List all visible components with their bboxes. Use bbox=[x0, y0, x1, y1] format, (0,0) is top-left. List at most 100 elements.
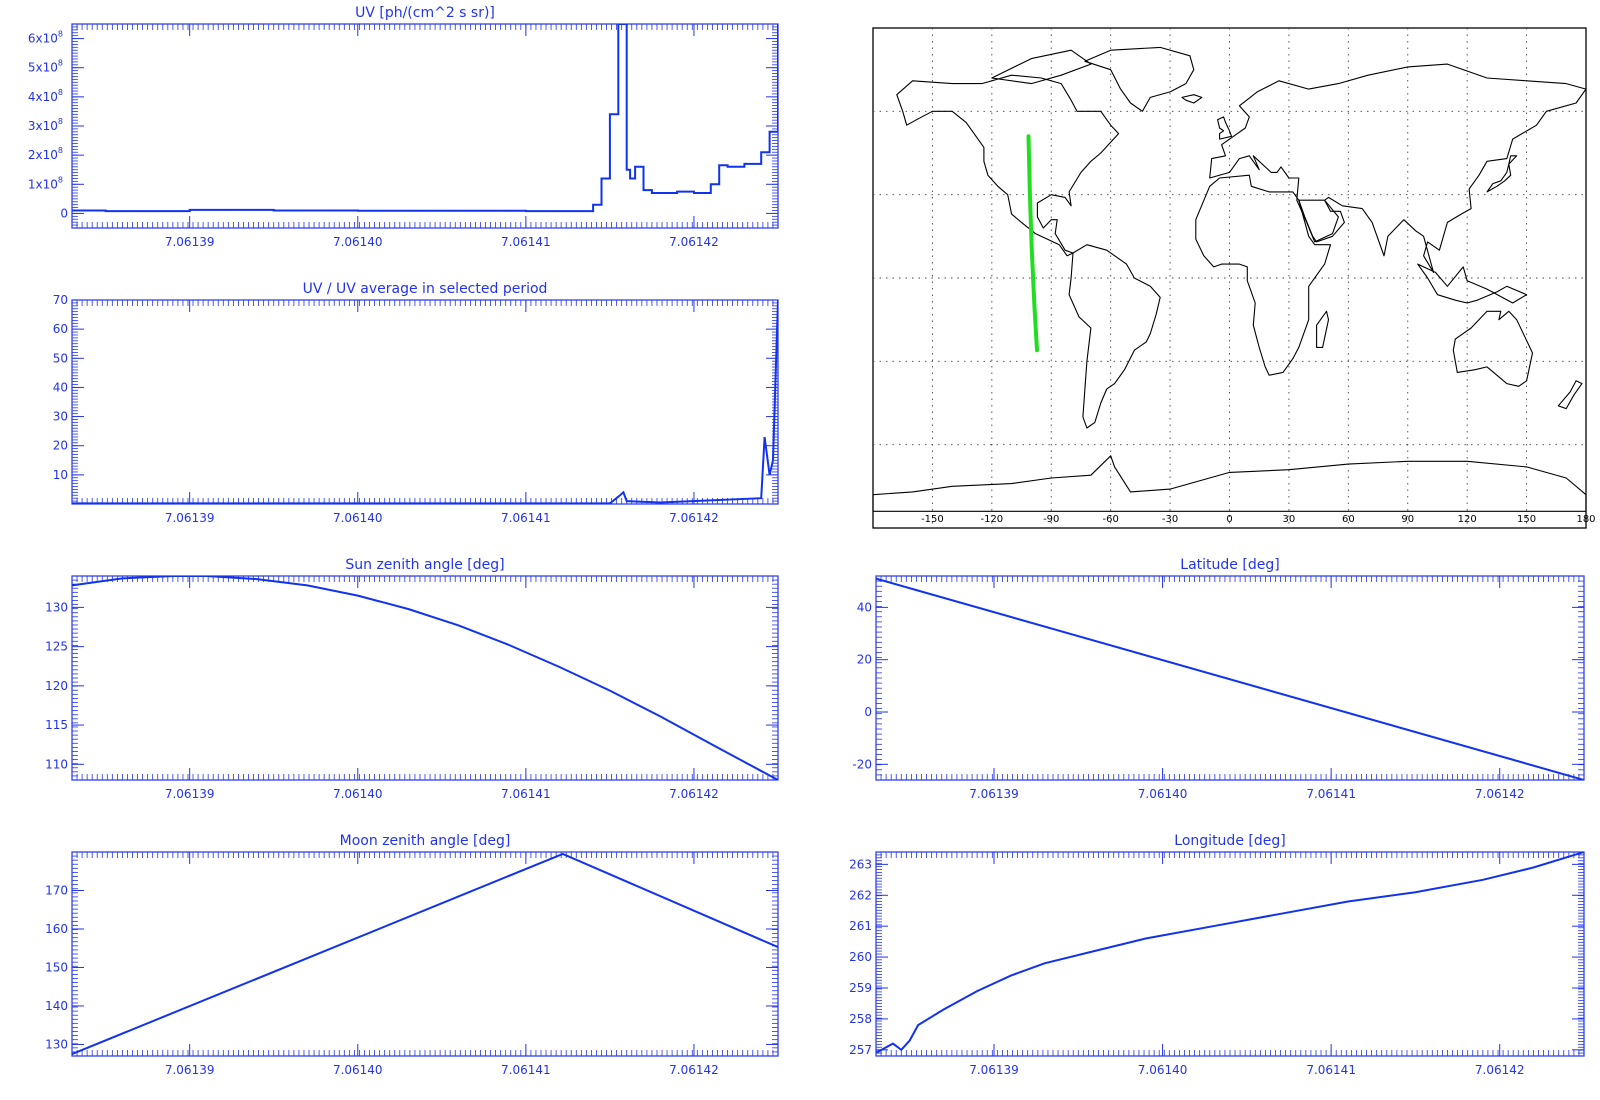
y-tick-exponent: 8 bbox=[58, 30, 63, 39]
satellite-track bbox=[1026, 134, 1039, 353]
map-grid bbox=[873, 28, 1586, 528]
y-tick-label: 0 bbox=[60, 206, 68, 220]
y-tick-label: 0 bbox=[864, 705, 872, 719]
map-lon-label: -120 bbox=[980, 514, 1003, 525]
y-tick-exponent: 8 bbox=[58, 146, 63, 155]
landmass-new-zealand bbox=[1557, 380, 1583, 410]
landmass-arctic-islands bbox=[991, 49, 1092, 85]
y-tick-label: 261 bbox=[849, 919, 872, 933]
chart-title: Sun zenith angle [deg] bbox=[345, 557, 504, 573]
series-line-uv_ratio bbox=[72, 300, 778, 504]
x-tick-label: 7.06139 bbox=[969, 787, 1019, 801]
map-lon-label: -150 bbox=[921, 514, 944, 525]
y-tick-label: 130 bbox=[45, 600, 68, 614]
map-lon-label: -60 bbox=[1102, 514, 1118, 525]
y-tick-label: 110 bbox=[45, 757, 68, 771]
y-tick-mantissa: 4x10 bbox=[28, 90, 58, 104]
plot-frame bbox=[71, 23, 779, 229]
chart-moon: Moon zenith angle [deg] 7.06139 7.06140 7.0… bbox=[45, 833, 779, 1077]
series-line-moon bbox=[72, 852, 778, 1056]
minor-ticks bbox=[72, 852, 778, 1056]
plot-frame bbox=[71, 575, 779, 781]
landmass-madagascar bbox=[1316, 310, 1330, 348]
landmass-australia bbox=[1452, 310, 1534, 387]
series-line-uv bbox=[72, 24, 778, 213]
x-tick-label: 7.06139 bbox=[165, 787, 215, 801]
y-tick-label: 6x108 bbox=[28, 30, 63, 46]
map-lon-label: 90 bbox=[1401, 514, 1414, 525]
x-tick-label: 7.06142 bbox=[1475, 787, 1525, 801]
y-tick-label: -20 bbox=[852, 757, 872, 771]
minor-ticks bbox=[876, 852, 1584, 1056]
y-tick-mantissa: 1x10 bbox=[28, 177, 58, 191]
y-tick-label: 130 bbox=[45, 1037, 68, 1051]
y-tick-label: 70 bbox=[53, 293, 68, 307]
y-tick-label: 40 bbox=[53, 380, 68, 394]
plot-frame bbox=[875, 851, 1585, 1057]
x-tick-label: 7.06141 bbox=[501, 511, 551, 525]
y-tick-mantissa: 2x10 bbox=[28, 148, 58, 162]
y-tick-label: 2x108 bbox=[28, 146, 63, 162]
plot-frame bbox=[71, 299, 779, 505]
y-tick-label: 260 bbox=[849, 950, 872, 964]
y-tick-label: 60 bbox=[53, 322, 68, 336]
y-tick-label: 4x108 bbox=[28, 88, 63, 104]
map-lon-label: 0 bbox=[1226, 514, 1232, 525]
y-tick-label: 257 bbox=[849, 1043, 872, 1057]
y-tick-label: 40 bbox=[857, 600, 872, 614]
minor-ticks bbox=[72, 576, 778, 780]
y-tick-exponent: 8 bbox=[58, 117, 63, 126]
y-tick-label: 170 bbox=[45, 883, 68, 897]
chart-lat: Latitude [deg] 7.06139 7.06140 7.06141 7.061… bbox=[852, 557, 1585, 801]
y-tick-label: 120 bbox=[45, 679, 68, 693]
chart-title: Longitude [deg] bbox=[1174, 833, 1285, 849]
y-tick-label: 1x108 bbox=[28, 175, 63, 191]
y-tick-mantissa: 5x10 bbox=[28, 61, 58, 75]
landmass-africa bbox=[1195, 174, 1332, 376]
chart-uv_ratio: UV / UV average in selected period 7.0613… bbox=[53, 281, 779, 525]
x-tick-label: 7.06140 bbox=[333, 235, 383, 249]
minor-ticks bbox=[72, 300, 778, 504]
x-tick-label: 7.06140 bbox=[333, 511, 383, 525]
x-tick-label: 7.06139 bbox=[969, 1063, 1019, 1077]
map-lon-label: 180 bbox=[1576, 514, 1595, 525]
y-tick-label: 259 bbox=[849, 981, 872, 995]
map-lon-label: -90 bbox=[1043, 514, 1059, 525]
x-tick-label: 7.06141 bbox=[1306, 1063, 1356, 1077]
x-tick-label: 7.06142 bbox=[1475, 1063, 1525, 1077]
x-tick-label: 7.06141 bbox=[1306, 787, 1356, 801]
y-tick-mantissa: 3x10 bbox=[28, 119, 58, 133]
x-tick-label: 7.06141 bbox=[501, 1063, 551, 1077]
y-tick-label: 50 bbox=[53, 351, 68, 365]
landmass-japan bbox=[1486, 155, 1518, 193]
y-tick-mantissa: 6x10 bbox=[28, 32, 58, 46]
y-tick-exponent: 8 bbox=[58, 175, 63, 184]
y-tick-label: 263 bbox=[849, 857, 872, 871]
landmass-south-america bbox=[1068, 244, 1161, 429]
x-tick-label: 7.06140 bbox=[333, 1063, 383, 1077]
map-frame bbox=[872, 27, 1587, 529]
x-tick-label: 7.06142 bbox=[669, 235, 719, 249]
y-tick-label: 160 bbox=[45, 922, 68, 936]
y-tick-label: 30 bbox=[53, 410, 68, 424]
x-tick-label: 7.06142 bbox=[669, 787, 719, 801]
map-lon-label: 60 bbox=[1342, 514, 1355, 525]
landmass-antarctica bbox=[872, 455, 1587, 512]
chart-map: -150 -120 -90 -60 -30 0 30 60 90 120 150 180 bbox=[872, 27, 1596, 529]
x-tick-label: 7.06140 bbox=[1138, 787, 1188, 801]
plot-frame bbox=[71, 851, 779, 1057]
minor-ticks bbox=[72, 24, 778, 228]
y-tick-label: 5x108 bbox=[28, 59, 63, 75]
y-tick-label: 150 bbox=[45, 960, 68, 974]
y-tick-label: 115 bbox=[45, 718, 68, 732]
map-lon-label: 120 bbox=[1458, 514, 1477, 525]
chart-uv: UV [ph/(cm^2 s sr)] 7.06139 7.06140 7.06141… bbox=[28, 5, 779, 249]
map-lon-label: -30 bbox=[1162, 514, 1178, 525]
x-tick-label: 7.06142 bbox=[669, 511, 719, 525]
x-tick-label: 7.06141 bbox=[501, 235, 551, 249]
landmass-iceland bbox=[1181, 94, 1203, 104]
x-tick-label: 7.06142 bbox=[669, 1063, 719, 1077]
chart-title: UV [ph/(cm^2 s sr)] bbox=[355, 5, 495, 21]
y-tick-label: 262 bbox=[849, 888, 872, 902]
y-tick-label: 10 bbox=[53, 468, 68, 482]
